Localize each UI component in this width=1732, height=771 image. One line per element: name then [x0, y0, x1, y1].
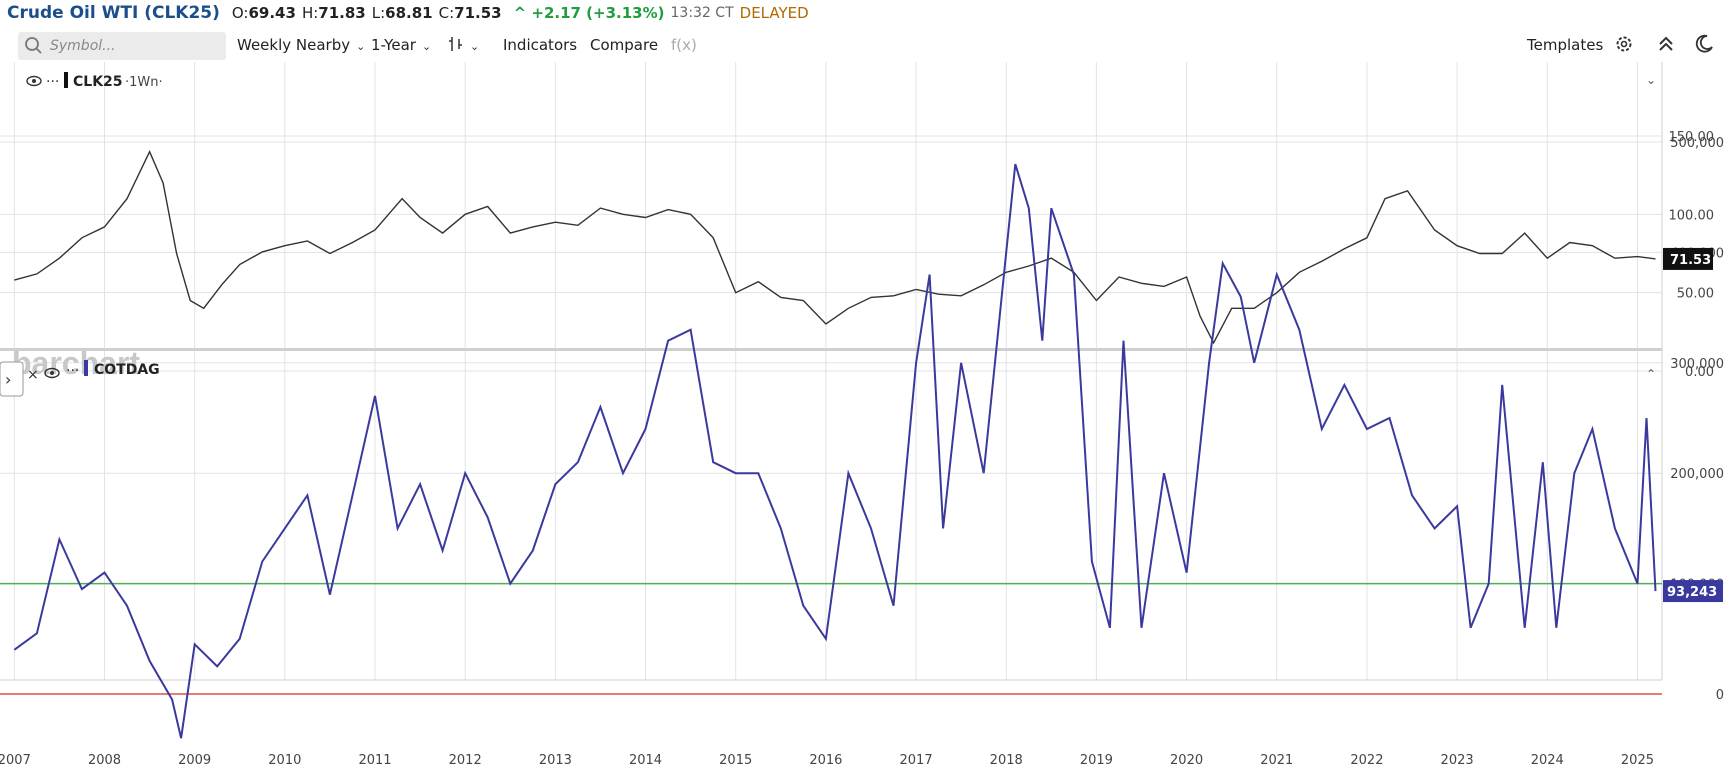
range-dropdown[interactable]: 1-Year ⌄ — [371, 36, 431, 54]
x-tick-label: 2013 — [539, 753, 572, 768]
high-value: 71.83 — [318, 4, 366, 22]
high-label: H: — [301, 4, 319, 22]
compare-button[interactable]: Compare — [590, 36, 659, 54]
gear-icon — [1616, 36, 1632, 52]
y-tick-label: 50.00 — [1677, 287, 1714, 302]
cot-last-value: 93,243 — [1667, 585, 1717, 600]
cot-last-badge: 93,243 — [1663, 580, 1723, 603]
x-axis-labels: 2007 2008 2009 2010 2011 2012 2013 2014 2015 2016… — [0, 753, 1654, 768]
y-tick-label: 300,000 — [1670, 357, 1724, 372]
x-tick-label: 2025 — [1621, 753, 1654, 768]
chevron-up-icon[interactable]: ⌃ — [1646, 367, 1656, 381]
cot-panel — [0, 163, 1662, 739]
x-tick-label: 2008 — [88, 753, 121, 768]
cot-series-line — [13, 163, 1657, 739]
more-options-icon[interactable]: ··· — [66, 363, 79, 379]
chevron-right-icon: › — [5, 370, 11, 389]
indicators-button[interactable]: Indicators — [503, 36, 578, 54]
chevron-down-icon: ⌄ — [356, 40, 366, 53]
change-value: ^ +2.17 (+3.13%) — [513, 4, 665, 22]
collapse-button[interactable] — [1657, 34, 1675, 58]
x-tick-label: 2018 — [990, 753, 1023, 768]
open-value: 69.43 — [248, 4, 296, 22]
period-label: Weekly Nearby — [237, 36, 351, 54]
chart-area[interactable]: barchart ··· CLK25 ·1Wn· ⌄ › × ··· COTDA… — [0, 62, 1732, 771]
y-tick-label: 150.00 — [1669, 130, 1715, 145]
symbol-search[interactable]: Symbol... — [18, 32, 226, 60]
more-options-icon[interactable]: ··· — [46, 74, 59, 90]
close-icon[interactable]: × — [27, 367, 39, 383]
x-tick-label: 2017 — [900, 753, 933, 768]
search-icon — [25, 37, 42, 54]
low-value: 68.81 — [385, 4, 433, 22]
y-tick-label: 0 — [1716, 688, 1724, 703]
price-legend-label: CLK25 — [73, 74, 123, 90]
price-legend-interval: ·1Wn· — [125, 75, 163, 90]
x-tick-label: 2019 — [1080, 753, 1113, 768]
price-legend-swatch — [64, 72, 68, 88]
x-tick-label: 2010 — [268, 753, 301, 768]
candlestick-icon — [449, 37, 462, 51]
x-tick-label: 2007 — [0, 753, 31, 768]
double-chevron-up-icon — [1659, 36, 1673, 51]
chart-toolbar: Symbol... Weekly Nearby ⌄ 1-Year ⌄ ⌄ Indic… — [0, 30, 1732, 62]
x-tick-label: 2023 — [1441, 753, 1474, 768]
price-last-value: 71.53 — [1670, 253, 1711, 268]
chevron-down-icon[interactable]: ⌄ — [1646, 73, 1656, 87]
panel-divider[interactable] — [0, 348, 1662, 351]
chevron-down-icon: ⌄ — [470, 40, 480, 53]
x-tick-label: 2020 — [1170, 753, 1203, 768]
chevron-down-icon: ⌄ — [421, 40, 432, 53]
close-value: 71.53 — [454, 4, 502, 22]
period-dropdown[interactable]: Weekly Nearby ⌄ — [237, 36, 365, 54]
y-tick-label: 0.00 — [1685, 365, 1714, 380]
fx-button[interactable]: f(x) — [671, 36, 697, 54]
x-tick-label: 2016 — [809, 753, 842, 768]
y-tick-label: 500,000 — [1670, 136, 1724, 151]
x-tick-label: 2024 — [1531, 753, 1564, 768]
price-legend: ··· CLK25 ·1Wn· — [26, 72, 163, 90]
quote-time: 13:32 CT — [670, 5, 734, 21]
range-label: 1-Year — [371, 36, 416, 54]
sidebar-toggle[interactable] — [0, 361, 24, 397]
cot-legend-swatch — [84, 360, 88, 376]
y-axis-labels: 150.00100.0050.000.00500,000400,000300,0… — [1669, 130, 1725, 703]
x-tick-label: 2021 — [1260, 753, 1293, 768]
x-tick-label: 2022 — [1350, 753, 1383, 768]
x-tick-label: 2009 — [178, 753, 211, 768]
search-placeholder[interactable]: Symbol... — [50, 38, 116, 54]
price-last-badge: 71.53 — [1663, 247, 1713, 270]
dark-mode-toggle[interactable] — [1694, 34, 1714, 58]
x-tick-label: 2012 — [449, 753, 482, 768]
symbol-title[interactable]: Crude Oil WTI (CLK25) — [7, 3, 220, 23]
price-series-line — [14, 150, 1656, 345]
eye-icon[interactable] — [26, 75, 42, 87]
x-tick-label: 2015 — [719, 753, 752, 768]
cot-legend: › × ··· COTDAG — [0, 360, 160, 397]
price-panel: barchart — [12, 150, 1656, 381]
y-tick-label: 200,000 — [1670, 467, 1724, 482]
cot-legend-label: COTDAG — [94, 362, 160, 378]
moon-icon — [1695, 34, 1713, 53]
delayed-status: DELAYED — [739, 4, 809, 22]
settings-button[interactable] — [1614, 34, 1634, 58]
y-tick-label: 100.00 — [1669, 208, 1715, 223]
eye-icon[interactable] — [44, 367, 60, 379]
open-label: O: — [231, 4, 249, 22]
x-tick-label: 2014 — [629, 753, 662, 768]
x-tick-label: 2011 — [358, 753, 391, 768]
close-label: C: — [438, 4, 455, 22]
quote-header: Crude Oil WTI (CLK25) O: 69.43 H: 71.83 L:… — [0, 0, 1732, 26]
templates-button[interactable]: Templates — [1527, 36, 1604, 54]
chart-type-dropdown[interactable]: ⌄ — [448, 36, 479, 54]
low-label: L: — [371, 4, 386, 22]
